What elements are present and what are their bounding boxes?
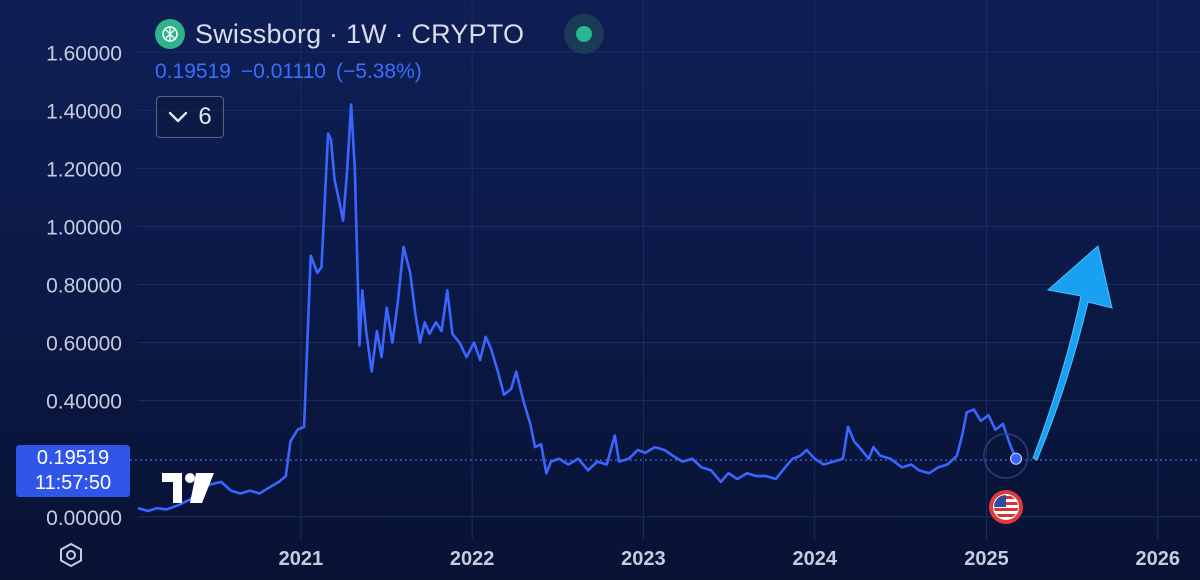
y-tick-label: 0.80000 (46, 275, 122, 298)
price-change-percent: (−5.38%) (335, 60, 422, 83)
chart-settings-icon[interactable] (58, 542, 84, 568)
y-axis: 1.60000 1.40000 1.20000 1.00000 0.80000 0.600… (46, 42, 122, 530)
price-series-line (137, 103, 1018, 513)
x-tick-label: 2021 (279, 548, 324, 570)
crosshair-ring (983, 433, 1029, 479)
y-tick-label: 0.60000 (46, 333, 122, 356)
last-price-tag: 0.19519 11:57:50 (16, 445, 130, 497)
chart-grid (138, 0, 1200, 540)
swissborg-logo-icon (155, 19, 185, 49)
chevron-down-icon (169, 111, 188, 123)
y-tick-label: 1.20000 (46, 158, 122, 181)
price-tag-value: 0.19519 (36, 447, 110, 469)
symbol-title[interactable]: Swissborg · 1W · CRYPTO (195, 18, 525, 49)
last-price-dot (1010, 452, 1023, 465)
x-tick-label: 2025 (964, 548, 1009, 570)
x-axis: 2021 2022 2023 2024 2025 2026 (279, 548, 1180, 570)
chart-header: Swissborg · 1W · CRYPTO (155, 14, 605, 54)
x-tick-label: 2023 (621, 548, 666, 570)
price-tag-countdown: 11:57:50 (34, 472, 112, 494)
y-tick-label: 1.40000 (46, 100, 122, 123)
y-tick-label: 1.00000 (46, 216, 122, 239)
tradingview-logo-icon[interactable] (160, 471, 216, 505)
indicator-count: 6 (198, 103, 212, 130)
x-tick-label: 2024 (792, 548, 837, 570)
x-tick-label: 2026 (1136, 548, 1181, 570)
quote-line: 0.19519 −0.01110 (−5.38%) (155, 60, 422, 84)
price-change: −0.01110 (240, 60, 326, 83)
up-arrow-annotation-icon (1032, 245, 1113, 461)
us-flag-event-icon[interactable] (987, 488, 1025, 526)
last-price: 0.19519 (155, 60, 231, 83)
x-tick-label: 2022 (450, 548, 495, 570)
y-tick-label: 0.40000 (46, 391, 122, 414)
indicators-toggle-button[interactable]: 6 (156, 96, 224, 138)
y-tick-label: 1.60000 (46, 42, 122, 65)
y-tick-label: 0.00000 (46, 507, 122, 530)
market-status-dot-icon[interactable] (564, 14, 605, 54)
